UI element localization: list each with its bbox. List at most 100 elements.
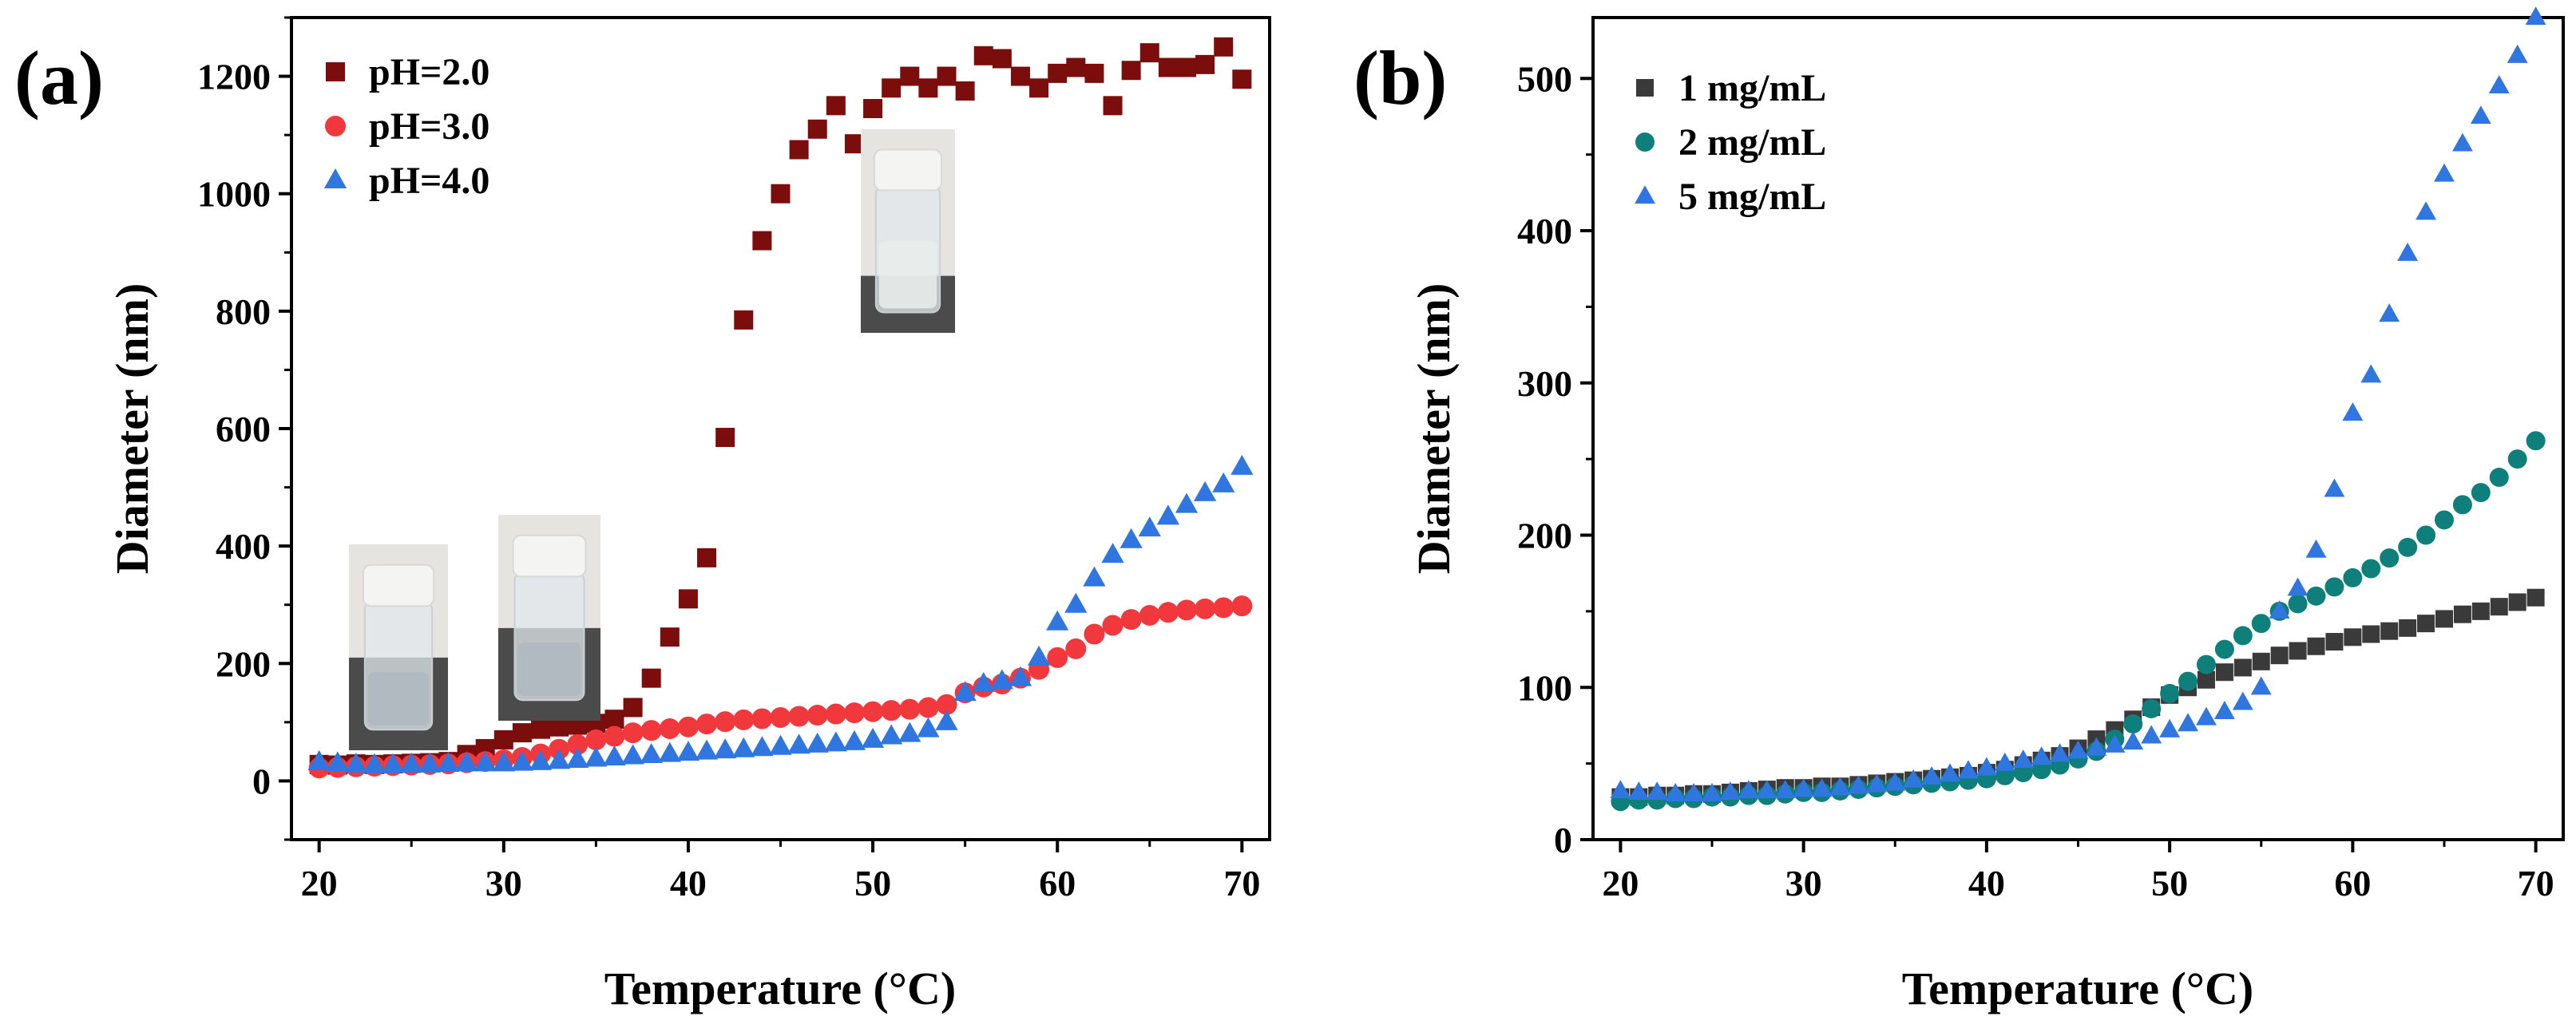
vial-inset-photo <box>349 544 448 750</box>
data-point <box>2342 402 2364 421</box>
data-point <box>770 706 791 728</box>
data-point <box>2307 637 2325 655</box>
x-tick-label: 50 <box>2151 863 2188 903</box>
data-point <box>715 711 736 733</box>
data-point <box>882 78 902 98</box>
data-point <box>825 703 846 725</box>
data-point <box>1995 765 2015 785</box>
data-point <box>1010 66 1030 86</box>
data-point <box>2289 642 2307 660</box>
data-point <box>2451 132 2473 152</box>
data-point <box>585 746 608 767</box>
data-point <box>512 723 532 743</box>
data-point <box>604 710 624 729</box>
data-point <box>1193 480 1217 501</box>
series-5-mg-ml <box>1610 6 2546 801</box>
data-point <box>695 739 719 760</box>
data-point <box>937 66 957 86</box>
data-point <box>734 310 754 330</box>
data-point <box>1102 615 1124 636</box>
data-point <box>1884 772 1906 791</box>
data-point <box>2526 431 2546 451</box>
data-point <box>2526 588 2545 607</box>
x-tick-label: 50 <box>854 863 891 903</box>
y-tick-label: 100 <box>1517 667 1572 708</box>
data-point <box>1065 638 1087 659</box>
data-point <box>1610 780 1631 799</box>
y-tick-label: 300 <box>1517 363 1572 404</box>
data-point <box>1195 598 1216 619</box>
data-point <box>621 744 644 765</box>
data-point <box>935 710 958 730</box>
x-tick-label: 30 <box>1785 863 1822 903</box>
data-point <box>1156 504 1179 525</box>
data-point <box>973 45 993 65</box>
data-point <box>751 708 773 729</box>
data-point <box>806 732 829 753</box>
data-point <box>2159 718 2181 737</box>
data-point <box>2031 746 2052 765</box>
data-point <box>714 738 737 759</box>
legend-item: 2 mg/mL <box>1635 121 1826 164</box>
data-point <box>1139 604 1160 626</box>
vial-inset-photo <box>861 129 955 333</box>
data-point <box>715 428 735 448</box>
data-point <box>1683 783 1705 801</box>
data-point <box>1212 472 1235 492</box>
panel-a-ylabel: Diameter (nm) <box>106 283 158 575</box>
data-point <box>2067 740 2089 759</box>
panel-b-label: (b) <box>1353 35 1447 121</box>
panel-b-xlabel: Temperature (°C) <box>1902 963 2253 1014</box>
data-point <box>492 751 515 772</box>
x-tick-label: 60 <box>2334 863 2371 903</box>
data-point <box>2489 468 2509 488</box>
data-point <box>1665 783 1686 801</box>
y-tick-label: 0 <box>1554 820 1572 860</box>
data-point <box>990 669 1013 690</box>
legend-marker <box>326 62 345 81</box>
data-point <box>641 668 661 688</box>
data-point <box>2160 683 2180 703</box>
data-point <box>400 752 423 773</box>
data-point <box>1829 777 1851 796</box>
data-point <box>660 627 680 647</box>
data-point <box>955 81 975 101</box>
series-ph-2-0 <box>309 37 1252 775</box>
data-point <box>936 694 957 715</box>
y-tick-label: 600 <box>216 409 271 449</box>
data-point <box>2344 628 2362 646</box>
data-point <box>1647 781 1668 801</box>
data-point <box>1009 666 1032 686</box>
data-point <box>677 716 699 737</box>
legend-item: 5 mg/mL <box>1635 176 1826 218</box>
data-point <box>2343 567 2363 587</box>
y-tick-label: 1000 <box>197 174 271 215</box>
x-tick-label: 70 <box>1223 863 1260 903</box>
data-point <box>1921 766 1943 785</box>
y-tick-label: 400 <box>1517 211 1572 251</box>
data-point <box>2471 483 2491 503</box>
data-point <box>2362 625 2380 643</box>
data-point <box>2214 639 2234 659</box>
legend-item: pH=4.0 <box>323 160 489 202</box>
data-point <box>880 724 903 745</box>
data-point <box>1066 57 1086 77</box>
data-point <box>842 729 866 750</box>
data-point <box>1976 757 1997 776</box>
data-point <box>622 722 644 744</box>
data-point <box>2490 598 2508 616</box>
data-point <box>2305 539 2327 558</box>
data-point <box>2196 706 2217 726</box>
data-point <box>1848 775 1869 794</box>
data-point <box>2416 525 2436 545</box>
data-point <box>2123 714 2143 734</box>
data-point <box>2380 548 2400 568</box>
data-point <box>807 119 827 139</box>
legend-label: pH=3.0 <box>369 105 489 148</box>
data-point <box>2196 654 2216 674</box>
vial-cap <box>362 563 435 607</box>
data-point <box>2031 760 2051 780</box>
data-point <box>2380 622 2399 640</box>
data-point <box>567 733 589 755</box>
